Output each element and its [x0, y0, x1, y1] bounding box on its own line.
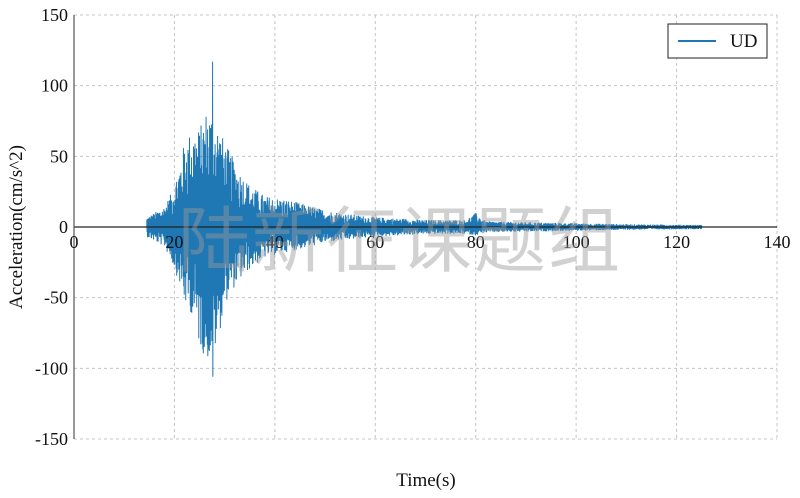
x-tick-label: 120: [663, 232, 690, 252]
x-tick-label: 0: [70, 232, 79, 252]
x-tick-label: 20: [165, 232, 183, 252]
y-tick-label: -100: [35, 358, 68, 378]
y-tick-label: 0: [59, 217, 68, 237]
x-tick-label: 140: [764, 232, 791, 252]
y-tick-label: -150: [35, 429, 68, 449]
x-tick-label: 100: [563, 232, 590, 252]
watermark: 陆新征课题组: [178, 199, 622, 283]
x-tick-label: 60: [366, 232, 384, 252]
y-tick-label: -50: [44, 288, 68, 308]
x-tick-labels: 0 20 40 60 80 100 120 140: [70, 232, 791, 252]
x-tick-label: 80: [467, 232, 485, 252]
y-tick-labels: 150 100 50 0 -50 -100 -150: [35, 5, 68, 449]
y-tick-label: 150: [41, 5, 68, 25]
x-axis-label: Time(s): [396, 470, 455, 491]
y-axis-label: Acceleration(cm/s^2): [6, 145, 27, 309]
legend-label-ud: UD: [730, 31, 757, 52]
legend: UD: [667, 23, 768, 59]
x-tick-label: 40: [266, 232, 284, 252]
y-tick-label: 100: [41, 76, 68, 96]
y-tick-label: 50: [50, 146, 68, 166]
